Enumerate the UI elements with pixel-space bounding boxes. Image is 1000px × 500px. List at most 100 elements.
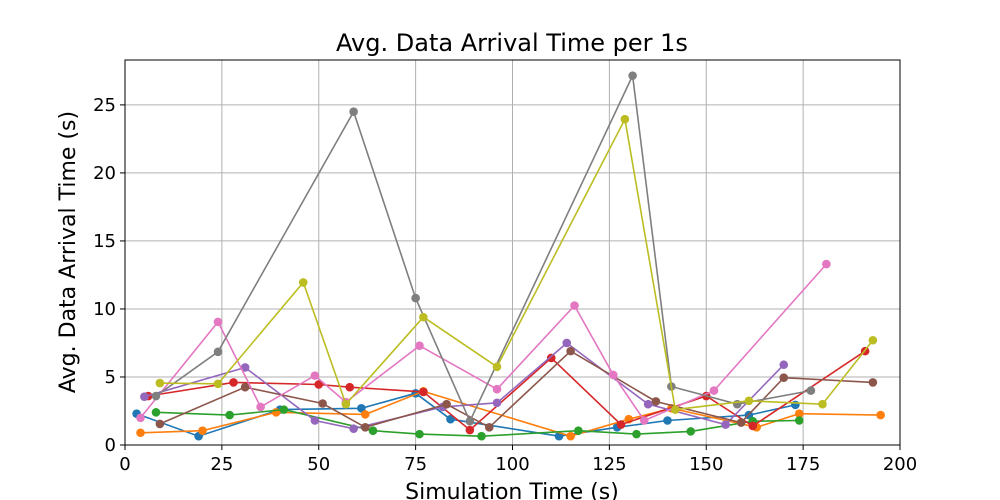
series-3-point (225, 410, 234, 420)
series-4-point (546, 353, 556, 363)
series-8-line (155, 72, 812, 424)
series-9-point (213, 379, 223, 389)
series-4-point (229, 378, 238, 387)
series-3-point (574, 426, 583, 436)
series-8-point (213, 347, 223, 357)
series-7-point (492, 384, 502, 394)
series-6-point (442, 399, 451, 409)
series-7-point (213, 317, 223, 327)
series-7-point (256, 402, 265, 412)
series-8-point (349, 107, 358, 116)
series-6-point (566, 346, 575, 356)
series-9 (155, 114, 878, 414)
series-9-point (868, 335, 878, 345)
series-7-point (608, 370, 618, 380)
chart-title: Avg. Data Arrival Time per 1s (336, 29, 688, 57)
series-6-point (868, 378, 878, 387)
series-2-point (198, 426, 207, 436)
series-2-point (360, 410, 370, 419)
series-6-point (484, 423, 494, 432)
series-7-point (415, 341, 424, 350)
series-5-point (492, 398, 502, 408)
series-3-point (686, 427, 696, 436)
series-8-point (806, 386, 816, 395)
series-4-point (465, 425, 475, 435)
series-5-point (562, 338, 572, 348)
x-tick-label: 200 (883, 454, 917, 475)
series-6-point (155, 419, 165, 429)
series-7-point (709, 386, 719, 395)
series-9-point (818, 399, 827, 409)
x-tick-label: 100 (495, 454, 529, 475)
series-5-point (310, 416, 320, 425)
x-tick-label: 25 (210, 454, 233, 475)
series-9-point (620, 114, 630, 124)
series-3-point (415, 429, 424, 439)
series-5-point (240, 363, 250, 372)
series-8-point (465, 416, 475, 426)
series-2-point (136, 428, 145, 438)
series-5-point (643, 399, 653, 409)
y-tick-label: 10 (93, 299, 116, 320)
series-3-point (151, 408, 161, 417)
x-tick-label: 150 (689, 454, 723, 475)
series-9-point (155, 378, 165, 388)
series-5-line (144, 341, 785, 430)
series-3 (151, 405, 804, 441)
x-tick-label: 0 (119, 454, 130, 475)
series-6-point (736, 418, 746, 427)
series-5-point (349, 424, 358, 433)
y-tick-label: 15 (93, 231, 116, 252)
series-4-point (345, 382, 355, 392)
series-9-point (492, 362, 502, 372)
y-tick-label: 25 (93, 95, 116, 116)
series-6-point (240, 382, 250, 392)
series-4-point (419, 387, 428, 397)
series-4-point (314, 380, 324, 389)
series-7-point (639, 416, 649, 425)
y-tick-label: 20 (93, 163, 116, 184)
x-tick-label: 50 (307, 454, 330, 475)
series-3-point (794, 416, 804, 425)
series-1-point (357, 403, 366, 413)
series-7-point (822, 259, 831, 269)
series-7 (136, 259, 831, 425)
series-3-point (632, 429, 641, 439)
series-5-point (140, 392, 149, 402)
series-5-point (721, 420, 730, 429)
x-tick-label: 125 (592, 454, 626, 475)
series-1-point (663, 416, 672, 425)
series-3-point (477, 431, 486, 441)
series-9-point (341, 399, 351, 409)
x-axis-label: Simulation Time (s) (405, 480, 619, 500)
series-6-point (318, 399, 327, 408)
series-8-point (151, 391, 161, 401)
series-1-point (791, 400, 800, 410)
tick-layer: 0 25 50 75 100 125 150 175 200 0 5 10 15 20 25 (93, 95, 917, 475)
y-tick-label: 0 (105, 435, 116, 456)
series-6-point (779, 373, 789, 382)
series-3-point (279, 405, 289, 414)
series-2-point (876, 410, 885, 420)
series-4-point (616, 420, 626, 429)
series-8-point (628, 71, 637, 80)
y-axis-label: Avg. Data Arrival Time (s) (56, 111, 81, 393)
series-3-point (368, 426, 378, 436)
series-4-point (748, 421, 758, 431)
y-tick-label: 5 (105, 367, 116, 388)
series-6-point (360, 423, 370, 432)
series-5-point (779, 360, 789, 370)
series-9-point (298, 278, 308, 287)
series-9-point (670, 405, 680, 414)
series-6 (155, 346, 878, 432)
series-1-point (446, 414, 455, 424)
series-2-point (566, 431, 575, 441)
series-8-point (411, 293, 420, 303)
x-tick-label: 75 (404, 454, 427, 475)
series-7-line (139, 263, 827, 422)
series-9-point (419, 312, 428, 322)
series-6-point (651, 397, 661, 406)
x-tick-label: 175 (786, 454, 820, 475)
